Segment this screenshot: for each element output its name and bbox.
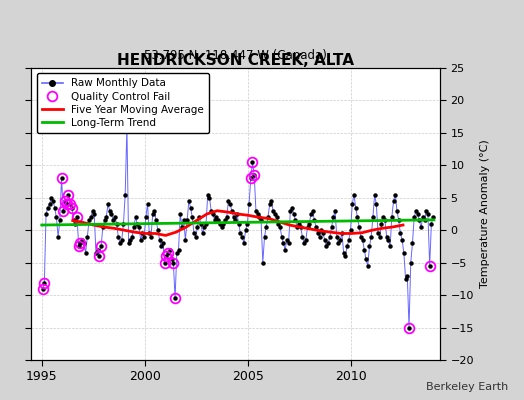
Text: 53.795 N, 118.447 W (Canada): 53.795 N, 118.447 W (Canada) bbox=[145, 49, 327, 62]
Text: Berkeley Earth: Berkeley Earth bbox=[426, 382, 508, 392]
Legend: Raw Monthly Data, Quality Control Fail, Five Year Moving Average, Long-Term Tren: Raw Monthly Data, Quality Control Fail, … bbox=[37, 73, 209, 133]
Y-axis label: Temperature Anomaly (°C): Temperature Anomaly (°C) bbox=[479, 140, 489, 288]
Title: HENDRICKSON CREEK, ALTA: HENDRICKSON CREEK, ALTA bbox=[117, 53, 354, 68]
